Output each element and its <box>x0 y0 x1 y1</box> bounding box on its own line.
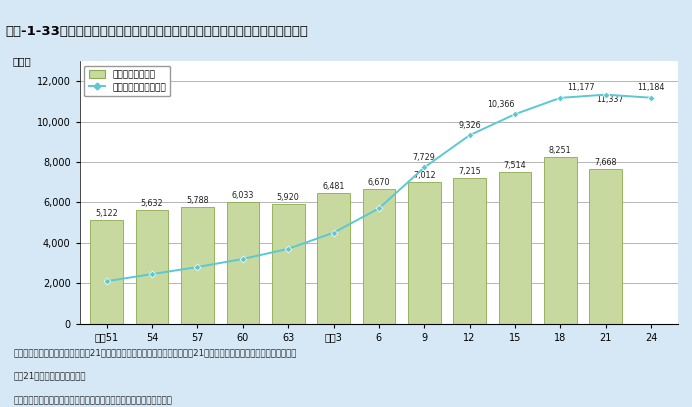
Text: 5,632: 5,632 <box>141 199 163 208</box>
Bar <box>544 157 576 324</box>
Text: 6,670: 6,670 <box>367 178 390 187</box>
Bar <box>226 202 259 324</box>
Text: 第１-1-33図／博士課程修了者と大学本務教員採用者数（理工農保分野）の推移: 第１-1-33図／博士課程修了者と大学本務教員採用者数（理工農保分野）の推移 <box>6 25 309 38</box>
Bar <box>181 207 214 324</box>
Text: 7,215: 7,215 <box>458 167 481 176</box>
Bar <box>317 193 350 324</box>
Text: 10,366: 10,366 <box>488 100 515 109</box>
Text: 7,514: 7,514 <box>504 161 526 170</box>
Text: 資料：「学校基本調査」「学校教員統計調査」を基に文部科学省作成: 資料：「学校基本調査」「学校教員統計調査」を基に文部科学省作成 <box>14 396 173 405</box>
Text: 5,788: 5,788 <box>186 196 209 205</box>
Bar <box>363 189 395 324</box>
Bar <box>408 182 441 324</box>
Text: 5,122: 5,122 <box>95 209 118 218</box>
Bar <box>498 172 531 324</box>
Text: 注：横軸について，例えば「平成21」の場合は，大学教員採用者数は「平成21年度」，修了者数（博士課程）は「平成: 注：横軸について，例えば「平成21」の場合は，大学教員採用者数は「平成21年度」… <box>14 348 298 358</box>
Bar <box>590 169 622 324</box>
Bar <box>136 210 168 324</box>
Text: 11,177: 11,177 <box>567 83 594 92</box>
Text: 7,668: 7,668 <box>594 158 617 167</box>
Text: 8,251: 8,251 <box>549 146 572 155</box>
Text: 21年３月修了」である。: 21年３月修了」である。 <box>14 371 86 381</box>
Text: 11,337: 11,337 <box>597 95 624 104</box>
Bar <box>272 204 304 324</box>
Text: 9,326: 9,326 <box>458 120 481 129</box>
Text: 7,729: 7,729 <box>413 153 436 162</box>
Bar <box>91 220 123 324</box>
Bar <box>453 178 486 324</box>
Text: 7,012: 7,012 <box>413 171 435 180</box>
Text: 6,481: 6,481 <box>322 182 345 190</box>
Text: 5,920: 5,920 <box>277 193 300 202</box>
Text: 11,184: 11,184 <box>637 83 664 92</box>
Text: 6,033: 6,033 <box>232 191 254 200</box>
Legend: 大学教員採用者数, 修了者数（博士課程）: 大学教員採用者数, 修了者数（博士課程） <box>84 66 170 96</box>
Y-axis label: （人）: （人） <box>13 56 32 66</box>
